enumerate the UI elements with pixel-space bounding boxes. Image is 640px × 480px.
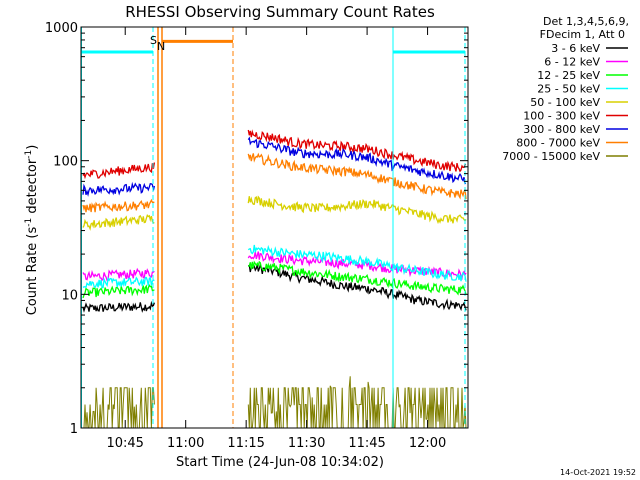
- y-axis-label: Count Rate (s-1 detector-1): [24, 145, 40, 316]
- chart-title: RHESSI Observing Summary Count Rates: [125, 3, 435, 21]
- series-line-5-seg-0: [82, 162, 156, 180]
- plot-frame: [80, 26, 469, 429]
- saa-marker-label: S: [150, 34, 157, 47]
- series-line-4-seg-0: [82, 213, 155, 231]
- series-line-3-seg-1: [247, 244, 467, 282]
- x-axis-label: Start Time (24-Jun-08 10:34:02): [176, 455, 384, 470]
- x-tick-label: 10:45: [106, 436, 143, 451]
- y-tick-label: 10: [61, 288, 78, 303]
- y-axis-label-main: Count Rate (s: [25, 227, 40, 316]
- y-axis-label-mid: detector: [25, 158, 40, 218]
- legend-entry-label: 7000 - 15000 keV: [502, 150, 600, 163]
- legend-entry-label: 3 - 6 keV: [551, 42, 600, 55]
- legend-entry-label: 100 - 300 keV: [523, 110, 600, 123]
- x-tick-label: 11:45: [348, 436, 385, 451]
- legend-entry-label: 800 - 7000 keV: [516, 137, 600, 150]
- series-line-0-seg-0: [82, 300, 156, 313]
- y-tick-label: 100: [53, 155, 78, 170]
- series-line-2-seg-1: [247, 260, 467, 296]
- y-tick-label: 1000: [45, 21, 78, 36]
- legend-entry-label: 300 - 800 keV: [523, 123, 600, 136]
- x-tick-label: 12:00: [409, 436, 446, 451]
- legend: Det 1,3,4,5,6,9,FDecim 1, Att 03 - 6 keV…: [502, 15, 629, 163]
- series-line-7-seg-0: [82, 198, 155, 213]
- legend-entry-label: 12 - 25 keV: [537, 69, 600, 82]
- y-axis-label-end: ): [25, 145, 40, 150]
- y-axis-label-sup-1: -1: [24, 218, 34, 227]
- series-line-6-seg-1: [247, 136, 467, 185]
- axis-layer: 1 10 100 1000 10:45 11:00 11:15 11:30 11:45 12:00: [45, 21, 468, 451]
- series-line-2-seg-0: [82, 283, 155, 299]
- legend-header-line: Det 1,3,4,5,6,9,: [543, 15, 629, 28]
- series-line-3-seg-0: [82, 276, 155, 289]
- series-line-0-seg-1: [247, 263, 467, 312]
- timestamp: 14-Oct-2021 19:52: [560, 468, 636, 477]
- series-line-4-seg-1: [247, 195, 467, 225]
- y-tick-label: 1: [70, 422, 78, 437]
- y-axis-label-sup-2: -1: [24, 150, 34, 159]
- legend-entry-label: 25 - 50 keV: [537, 83, 600, 96]
- x-tick-label: 11:30: [288, 436, 325, 451]
- night-marker-label: N: [157, 40, 165, 53]
- series-line-7-seg-1: [247, 152, 467, 200]
- series-line-5-seg-1: [247, 129, 467, 173]
- series-line-6-seg-0: [82, 181, 156, 197]
- x-tick-label: 11:00: [167, 436, 204, 451]
- legend-entry-label: 50 - 100 keV: [530, 96, 600, 109]
- series-line-1-seg-0: [82, 267, 155, 282]
- x-tick-label: 11:15: [227, 436, 264, 451]
- data-layer: [82, 129, 467, 429]
- series-line-8-seg-1: [247, 376, 467, 429]
- legend-entry-label: 6 - 12 keV: [544, 56, 600, 69]
- legend-header-line: FDecim 1, Att 0: [540, 28, 625, 41]
